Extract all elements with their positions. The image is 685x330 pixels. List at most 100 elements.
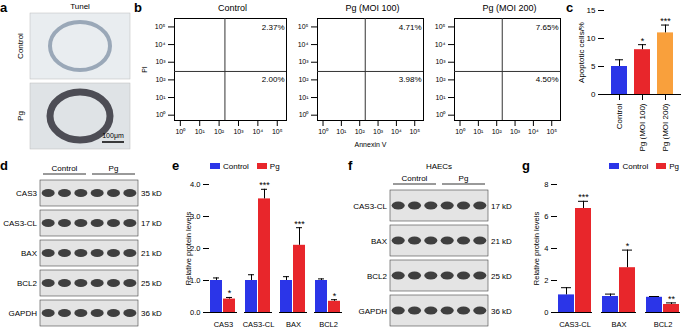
svg-text:10⁴: 10⁴ (435, 41, 446, 48)
svg-text:Tunel: Tunel (70, 2, 90, 11)
svg-text:10²: 10² (435, 76, 446, 83)
svg-text:HAECs: HAECs (426, 162, 452, 171)
svg-text:CAS3-CL: CAS3-CL (243, 320, 275, 328)
svg-text:BAX: BAX (371, 237, 388, 246)
svg-text:Control: Control (52, 164, 78, 173)
svg-text:21 kD: 21 kD (491, 237, 512, 246)
svg-text:4: 4 (544, 244, 548, 253)
svg-text:GAPDH: GAPDH (9, 309, 38, 318)
svg-text:BCL2: BCL2 (319, 320, 338, 328)
svg-text:10⁵: 10⁵ (298, 23, 309, 30)
svg-text:21 kD: 21 kD (141, 249, 162, 258)
svg-text:10²: 10² (155, 76, 166, 83)
svg-text:10⁵: 10⁵ (435, 23, 446, 30)
svg-text:CAS3: CAS3 (16, 189, 37, 198)
svg-text:25 kD: 25 kD (491, 272, 512, 281)
svg-text:***: *** (259, 180, 270, 190)
svg-text:10⁵: 10⁵ (155, 23, 166, 30)
svg-text:PI: PI (141, 66, 148, 73)
svg-text:10⁴: 10⁴ (391, 128, 402, 135)
svg-text:Control: Control (402, 174, 428, 183)
svg-text:Relative protein levels: Relative protein levels (184, 212, 193, 286)
svg-text:0: 0 (544, 308, 548, 317)
svg-text:***: *** (294, 219, 305, 229)
svg-text:BCL2: BCL2 (17, 279, 38, 288)
svg-text:Pg: Pg (459, 174, 469, 183)
svg-text:10³: 10³ (233, 128, 244, 135)
svg-text:*: * (626, 241, 630, 251)
svg-text:17 kD: 17 kD (491, 202, 512, 211)
svg-text:10⁰: 10⁰ (299, 111, 310, 118)
svg-text:10³: 10³ (298, 58, 309, 65)
svg-text:10¹: 10¹ (298, 94, 309, 101)
svg-text:10²: 10² (492, 128, 503, 135)
svg-text:10¹: 10¹ (155, 94, 166, 101)
svg-text:GAPDH: GAPDH (359, 307, 388, 316)
svg-text:CAS3-CL: CAS3-CL (559, 320, 591, 328)
svg-text:Control: Control (615, 103, 624, 129)
svg-text:36 kD: 36 kD (491, 307, 512, 316)
svg-text:6: 6 (544, 212, 548, 221)
svg-text:10¹: 10¹ (473, 128, 484, 135)
svg-text:10³: 10³ (510, 128, 521, 135)
svg-text:15: 15 (587, 6, 596, 15)
svg-text:BAX: BAX (21, 249, 38, 258)
svg-text:10⁴: 10⁴ (528, 128, 539, 135)
svg-text:5: 5 (591, 62, 596, 71)
svg-text:10⁰: 10⁰ (318, 128, 329, 135)
svg-text:10⁴: 10⁴ (155, 41, 166, 48)
svg-text:**: ** (668, 294, 676, 304)
svg-text:2.00%: 2.00% (262, 75, 285, 84)
svg-text:BCL2: BCL2 (654, 320, 673, 328)
svg-text:*: * (641, 36, 645, 46)
svg-text:***: *** (578, 192, 589, 202)
svg-text:CAS3: CAS3 (214, 320, 234, 328)
svg-text:10⁴: 10⁴ (298, 41, 309, 48)
svg-text:BAX: BAX (286, 320, 301, 328)
svg-text:25 kD: 25 kD (141, 279, 162, 288)
svg-text:10⁰: 10⁰ (455, 128, 466, 135)
svg-text:Pg (MOI 100): Pg (MOI 100) (638, 103, 647, 151)
svg-text:10³: 10³ (155, 58, 166, 65)
svg-text:CAS3-CL: CAS3-CL (353, 202, 387, 211)
svg-text:36 kD: 36 kD (141, 309, 162, 318)
svg-text:BAX: BAX (611, 320, 626, 328)
svg-text:CAS3-CL: CAS3-CL (3, 219, 37, 228)
svg-text:100μm: 100μm (102, 132, 124, 140)
svg-text:4.50%: 4.50% (536, 75, 559, 84)
svg-text:***: *** (660, 16, 671, 26)
svg-text:10⁵: 10⁵ (272, 128, 283, 135)
svg-text:10²: 10² (214, 128, 225, 135)
svg-text:8: 8 (544, 180, 548, 189)
svg-text:10: 10 (587, 34, 596, 43)
svg-text:35 kD: 35 kD (141, 189, 162, 198)
svg-text:10⁰: 10⁰ (436, 111, 447, 118)
svg-text:17 kD: 17 kD (141, 219, 162, 228)
svg-text:10²: 10² (355, 128, 366, 135)
svg-text:4.0: 4.0 (190, 180, 200, 189)
svg-text:Control: Control (16, 33, 25, 59)
svg-text:Pg: Pg (109, 164, 119, 173)
svg-text:*: * (333, 291, 337, 301)
svg-text:Apoptotic cells/%: Apoptotic cells/% (577, 22, 586, 83)
svg-text:*: * (228, 288, 232, 298)
svg-text:4.71%: 4.71% (399, 23, 422, 32)
svg-text:10¹: 10¹ (336, 128, 347, 135)
svg-text:10¹: 10¹ (195, 128, 206, 135)
svg-text:10⁰: 10⁰ (175, 128, 186, 135)
svg-text:10⁵: 10⁵ (409, 128, 420, 135)
svg-text:10⁰: 10⁰ (156, 111, 167, 118)
svg-text:Pg: Pg (16, 111, 25, 121)
svg-text:7.65%: 7.65% (536, 23, 559, 32)
svg-text:BCL2: BCL2 (367, 272, 388, 281)
svg-text:10¹: 10¹ (435, 94, 446, 101)
svg-text:0.0: 0.0 (190, 308, 200, 317)
svg-text:Relative protein levels: Relative protein levels (532, 212, 541, 286)
svg-text:2: 2 (544, 276, 548, 285)
svg-text:Annexin V: Annexin V (355, 141, 387, 148)
svg-text:0: 0 (591, 90, 596, 99)
svg-text:10³: 10³ (435, 58, 446, 65)
svg-text:Pg (MOI 200): Pg (MOI 200) (661, 103, 670, 151)
svg-text:10⁴: 10⁴ (252, 128, 263, 135)
svg-text:2.37%: 2.37% (262, 23, 285, 32)
